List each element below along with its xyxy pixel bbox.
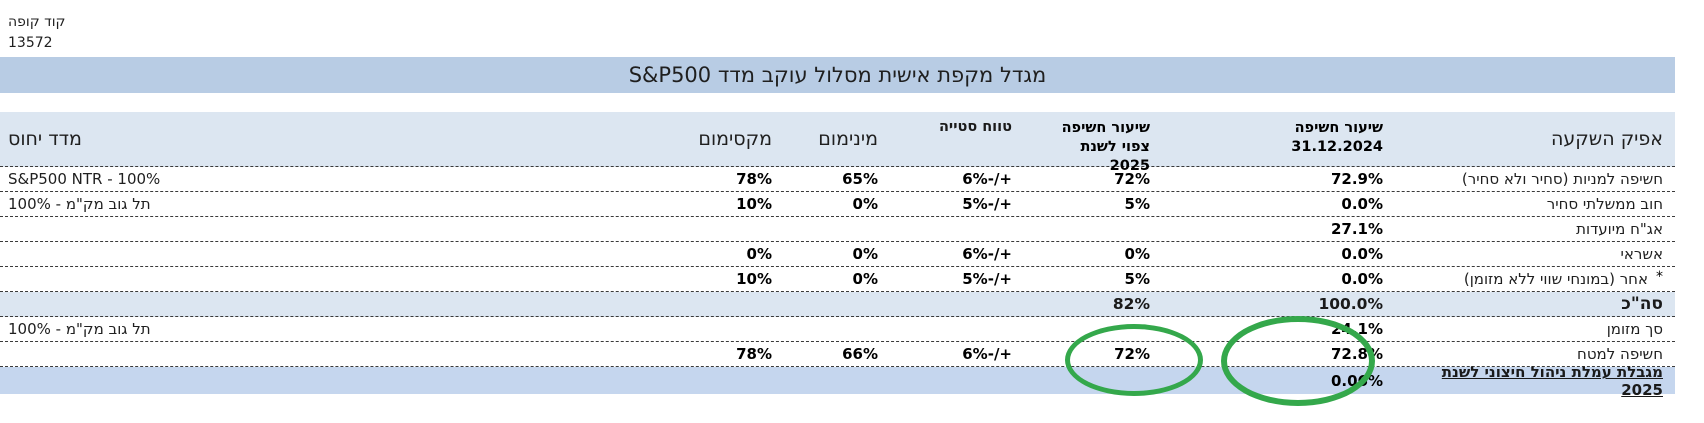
table-row: חשיפה למניות (סחיר ולא סחיר) 72.9% 72% +… bbox=[0, 167, 1675, 192]
cell-benchmark[interactable] bbox=[0, 267, 660, 291]
cell-max[interactable]: 0% bbox=[746, 245, 772, 263]
cell-expected[interactable] bbox=[1040, 217, 1185, 241]
table-row: * אחר (במונחי שווי ללא מזומן) 0.0% 5% +/… bbox=[0, 267, 1675, 292]
cell-deviation[interactable] bbox=[900, 217, 1040, 241]
row-label-fx[interactable]: חשיפה למטח bbox=[1577, 345, 1663, 363]
cell-current[interactable]: 72.8% bbox=[1330, 345, 1383, 363]
row-label-fee-limit[interactable]: מגבלת עמלת ניהול חיצוני לשנת 2025 bbox=[1441, 362, 1663, 399]
cell-deviation[interactable]: +/-6% bbox=[962, 345, 1012, 363]
row-label-equities[interactable]: חשיפה למניות (סחיר ולא סחיר) bbox=[1461, 170, 1663, 188]
table-row: אג"ח מיועדות 27.1% bbox=[0, 217, 1675, 242]
cell-current[interactable]: 0.06% bbox=[1330, 371, 1383, 390]
cell-deviation[interactable]: +/-5% bbox=[962, 195, 1012, 213]
table-row: אשראי 0.0% 0% +/-6% 0% 0% bbox=[0, 242, 1675, 267]
cell-benchmark[interactable] bbox=[0, 242, 660, 266]
cell-current[interactable]: 24.1% bbox=[1330, 320, 1383, 338]
cell-expected[interactable]: 72% bbox=[1114, 170, 1150, 188]
header-channel[interactable]: אפיק השקעה bbox=[1551, 128, 1663, 150]
table-row-fee-limit: מגבלת עמלת ניהול חיצוני לשנת 2025 0.06% bbox=[0, 362, 1675, 399]
cell-max[interactable] bbox=[660, 292, 788, 316]
row-label-gov-debt[interactable]: חוב ממשלתי סחיר bbox=[1546, 195, 1663, 213]
header-exposure-expected-line1: שיעור חשיפה bbox=[1061, 120, 1150, 136]
fund-code-value[interactable]: 13572 bbox=[8, 35, 53, 51]
cell-expected[interactable]: 0% bbox=[1124, 245, 1150, 263]
cell-deviation[interactable]: +/-6% bbox=[962, 170, 1012, 188]
cell-min[interactable]: 0% bbox=[852, 245, 878, 263]
table-row: חוב ממשלתי סחיר 0.0% 5% +/-5% 0% 10% תל … bbox=[0, 192, 1675, 217]
cell-max[interactable] bbox=[660, 317, 788, 341]
cell-max[interactable]: 78% bbox=[736, 170, 772, 188]
cell-current[interactable]: 27.1% bbox=[1330, 220, 1383, 238]
cell-min[interactable] bbox=[788, 292, 900, 316]
cell-current[interactable]: 72.9% bbox=[1330, 170, 1383, 188]
selected-cell[interactable] bbox=[788, 217, 900, 241]
cell-benchmark[interactable]: S&P500 NTR - 100% bbox=[8, 170, 161, 188]
cell-expected[interactable]: 5% bbox=[1124, 270, 1150, 288]
row-label-cash[interactable]: סך מזומן bbox=[1606, 320, 1663, 338]
cell-max[interactable]: 10% bbox=[736, 270, 772, 288]
fund-code-block: קוד קופה 13572 bbox=[8, 12, 65, 54]
title-bar: מגדל מקפת אישית מסלול עוקב מדד S&P500 bbox=[0, 57, 1675, 93]
cell-expected[interactable]: 5% bbox=[1124, 195, 1150, 213]
header-exposure-current-line1: שיעור חשיפה bbox=[1294, 120, 1383, 136]
cell-min[interactable]: 0% bbox=[852, 270, 878, 288]
header-minimum[interactable]: מינימום bbox=[818, 128, 878, 150]
cell-expected[interactable]: 72% bbox=[1114, 345, 1150, 363]
row-label-total[interactable]: סה"כ bbox=[1621, 294, 1663, 314]
cell-expected[interactable] bbox=[1040, 367, 1185, 394]
cell-min[interactable] bbox=[788, 367, 900, 394]
cell-max[interactable]: 78% bbox=[736, 345, 772, 363]
cell-expected[interactable] bbox=[1040, 317, 1185, 341]
cell-benchmark[interactable]: תל גוב מק"מ - 100% bbox=[8, 195, 151, 213]
header-maximum[interactable]: מקסימום bbox=[698, 128, 772, 150]
header-exposure-current-line2: 31.12.2024 bbox=[1291, 139, 1383, 155]
cell-current[interactable]: 100.0% bbox=[1318, 295, 1383, 313]
cell-min[interactable]: 66% bbox=[842, 345, 878, 363]
header-exposure-current[interactable]: שיעור חשיפה 31.12.2024 bbox=[1185, 112, 1410, 166]
header-exposure-expected[interactable]: שיעור חשיפה צפוי לשנת 2025 bbox=[1040, 112, 1185, 174]
cell-benchmark[interactable] bbox=[0, 292, 660, 316]
table-row: חשיפה למטח 72.8% 72% +/-6% 66% 78% bbox=[0, 342, 1675, 367]
exposure-table: אפיק השקעה שיעור חשיפה 31.12.2024 שיעור … bbox=[0, 112, 1675, 399]
row-label-designated-bonds[interactable]: אג"ח מיועדות bbox=[1576, 220, 1663, 238]
cell-min[interactable]: 65% bbox=[842, 170, 878, 188]
cell-benchmark[interactable]: תל גוב מק"מ - 100% bbox=[8, 320, 151, 338]
cell-deviation[interactable] bbox=[900, 317, 1040, 341]
cell-min[interactable]: 0% bbox=[852, 195, 878, 213]
cell-max[interactable] bbox=[660, 217, 788, 241]
cell-current[interactable]: 0.0% bbox=[1341, 245, 1383, 263]
footnote-asterisk: * bbox=[1656, 269, 1663, 285]
cell-current[interactable]: 0.0% bbox=[1341, 270, 1383, 288]
row-label-other[interactable]: * אחר (במונחי שווי ללא מזומן) bbox=[1410, 267, 1675, 291]
cell-deviation[interactable]: +/-5% bbox=[962, 270, 1012, 288]
header-exposure-expected-line2: צפוי לשנת 2025 bbox=[1080, 139, 1150, 174]
table-header-row: אפיק השקעה שיעור חשיפה 31.12.2024 שיעור … bbox=[0, 112, 1675, 174]
header-deviation[interactable]: טווח סטייה bbox=[938, 119, 1012, 135]
cell-benchmark[interactable] bbox=[0, 217, 660, 241]
cell-max[interactable] bbox=[660, 367, 788, 394]
table-row-total: סה"כ 100.0% 82% bbox=[0, 292, 1675, 317]
fund-code-label[interactable]: קוד קופה bbox=[8, 14, 66, 30]
cell-expected[interactable]: 82% bbox=[1112, 295, 1150, 313]
cell-current[interactable]: 0.0% bbox=[1341, 195, 1383, 213]
cell-benchmark[interactable] bbox=[0, 367, 660, 394]
table-row: סך מזומן 24.1% תל גוב מק"מ - 100% bbox=[0, 317, 1675, 342]
row-label-other-text: אחר (במונחי שווי ללא מזומן) bbox=[1463, 270, 1648, 288]
page-title[interactable]: מגדל מקפת אישית מסלול עוקב מדד S&P500 bbox=[628, 63, 1047, 87]
cell-deviation[interactable]: +/-6% bbox=[962, 245, 1012, 263]
cell-deviation[interactable] bbox=[900, 367, 1040, 394]
cell-max[interactable]: 10% bbox=[736, 195, 772, 213]
cell-benchmark[interactable] bbox=[0, 342, 660, 366]
cell-min[interactable] bbox=[788, 317, 900, 341]
header-benchmark[interactable]: מדד יחוס bbox=[8, 128, 82, 150]
cell-deviation[interactable] bbox=[900, 292, 1040, 316]
row-label-credit[interactable]: אשראי bbox=[1620, 245, 1663, 263]
